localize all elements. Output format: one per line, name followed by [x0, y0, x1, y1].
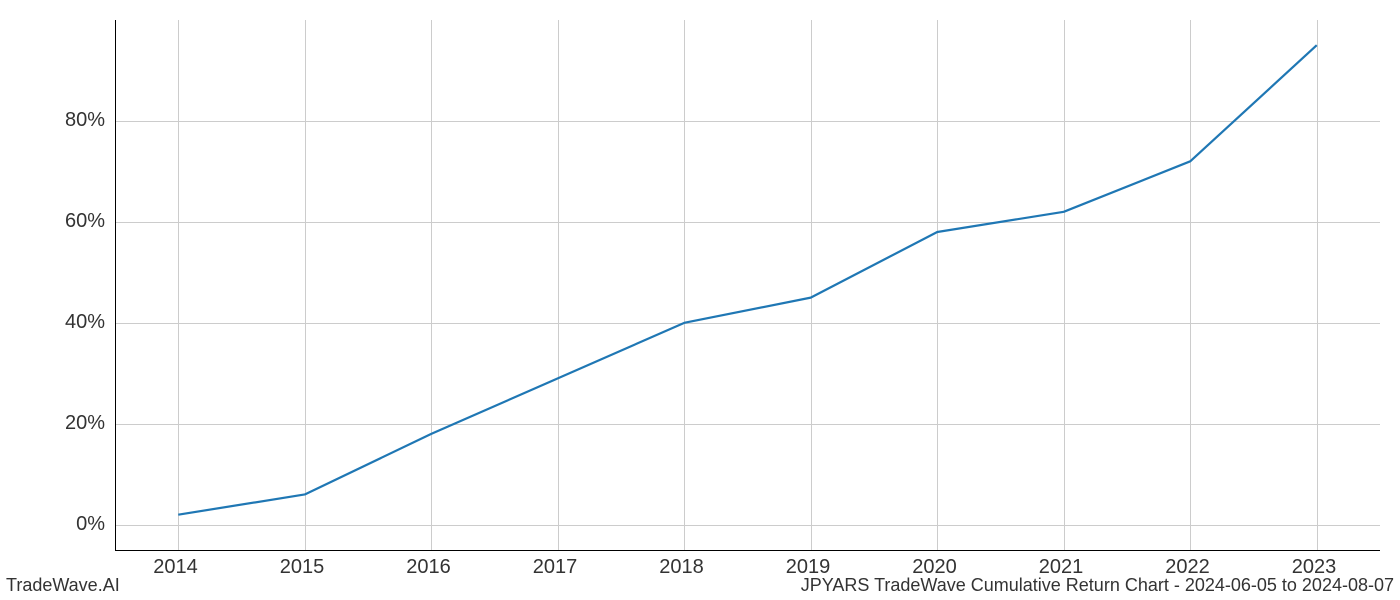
x-tick-label: 2021 [1039, 556, 1084, 579]
x-tick-label: 2022 [1165, 556, 1210, 579]
x-tick-label: 2015 [280, 556, 325, 579]
chart-container: TradeWave.AI JPYARS TradeWave Cumulative… [0, 0, 1400, 600]
y-tick-label: 0% [76, 513, 105, 536]
x-tick-label: 2023 [1292, 556, 1337, 579]
y-tick-label: 20% [65, 412, 105, 435]
x-axis-spine [115, 550, 1380, 551]
x-tick-label: 2019 [786, 556, 831, 579]
x-tick-label: 2020 [912, 556, 957, 579]
x-tick-label: 2017 [533, 556, 578, 579]
x-tick-label: 2014 [153, 556, 198, 579]
x-tick-label: 2018 [659, 556, 704, 579]
series-line-cumulative-return [178, 45, 1317, 514]
x-tick-label: 2016 [406, 556, 451, 579]
footer-left-label: TradeWave.AI [6, 575, 120, 596]
line-series-svg [115, 20, 1380, 550]
y-tick-label: 60% [65, 210, 105, 233]
y-tick-label: 40% [65, 311, 105, 334]
y-tick-label: 80% [65, 109, 105, 132]
